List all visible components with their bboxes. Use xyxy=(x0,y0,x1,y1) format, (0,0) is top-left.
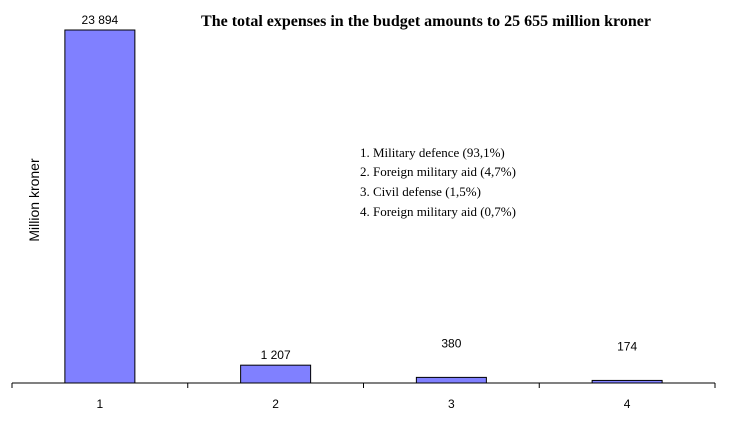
chart-title: The total expenses in the budget amounts… xyxy=(201,13,651,30)
legend-entry: 1. Military defence (93,1%) xyxy=(360,145,505,160)
x-tick-label: 3 xyxy=(448,397,455,411)
legend-entry: 4. Foreign military aid (0,7%) xyxy=(360,204,516,219)
legend-entry: 3. Civil defense (1,5%) xyxy=(360,184,481,199)
bar-3 xyxy=(415,376,487,384)
x-tick-label: 1 xyxy=(97,397,104,411)
chart-legend: 1. Military defence (93,1%) 2. Foreign m… xyxy=(360,145,516,219)
data-label: 1 207 xyxy=(261,348,291,362)
x-tick-label: 4 xyxy=(624,397,631,411)
y-axis-label: Million kroner xyxy=(26,158,42,242)
data-label: 380 xyxy=(441,336,461,350)
plot-area: 23 894 1 1 207 2 380 3 174 4 xyxy=(11,13,716,411)
x-tick-label: 2 xyxy=(272,397,279,411)
bar-2 xyxy=(240,364,312,384)
legend-entry: 2. Foreign military aid (4,7%) xyxy=(360,164,516,179)
bar-1 xyxy=(64,29,136,384)
data-label: 23 894 xyxy=(82,13,119,27)
data-label: 174 xyxy=(617,339,637,353)
